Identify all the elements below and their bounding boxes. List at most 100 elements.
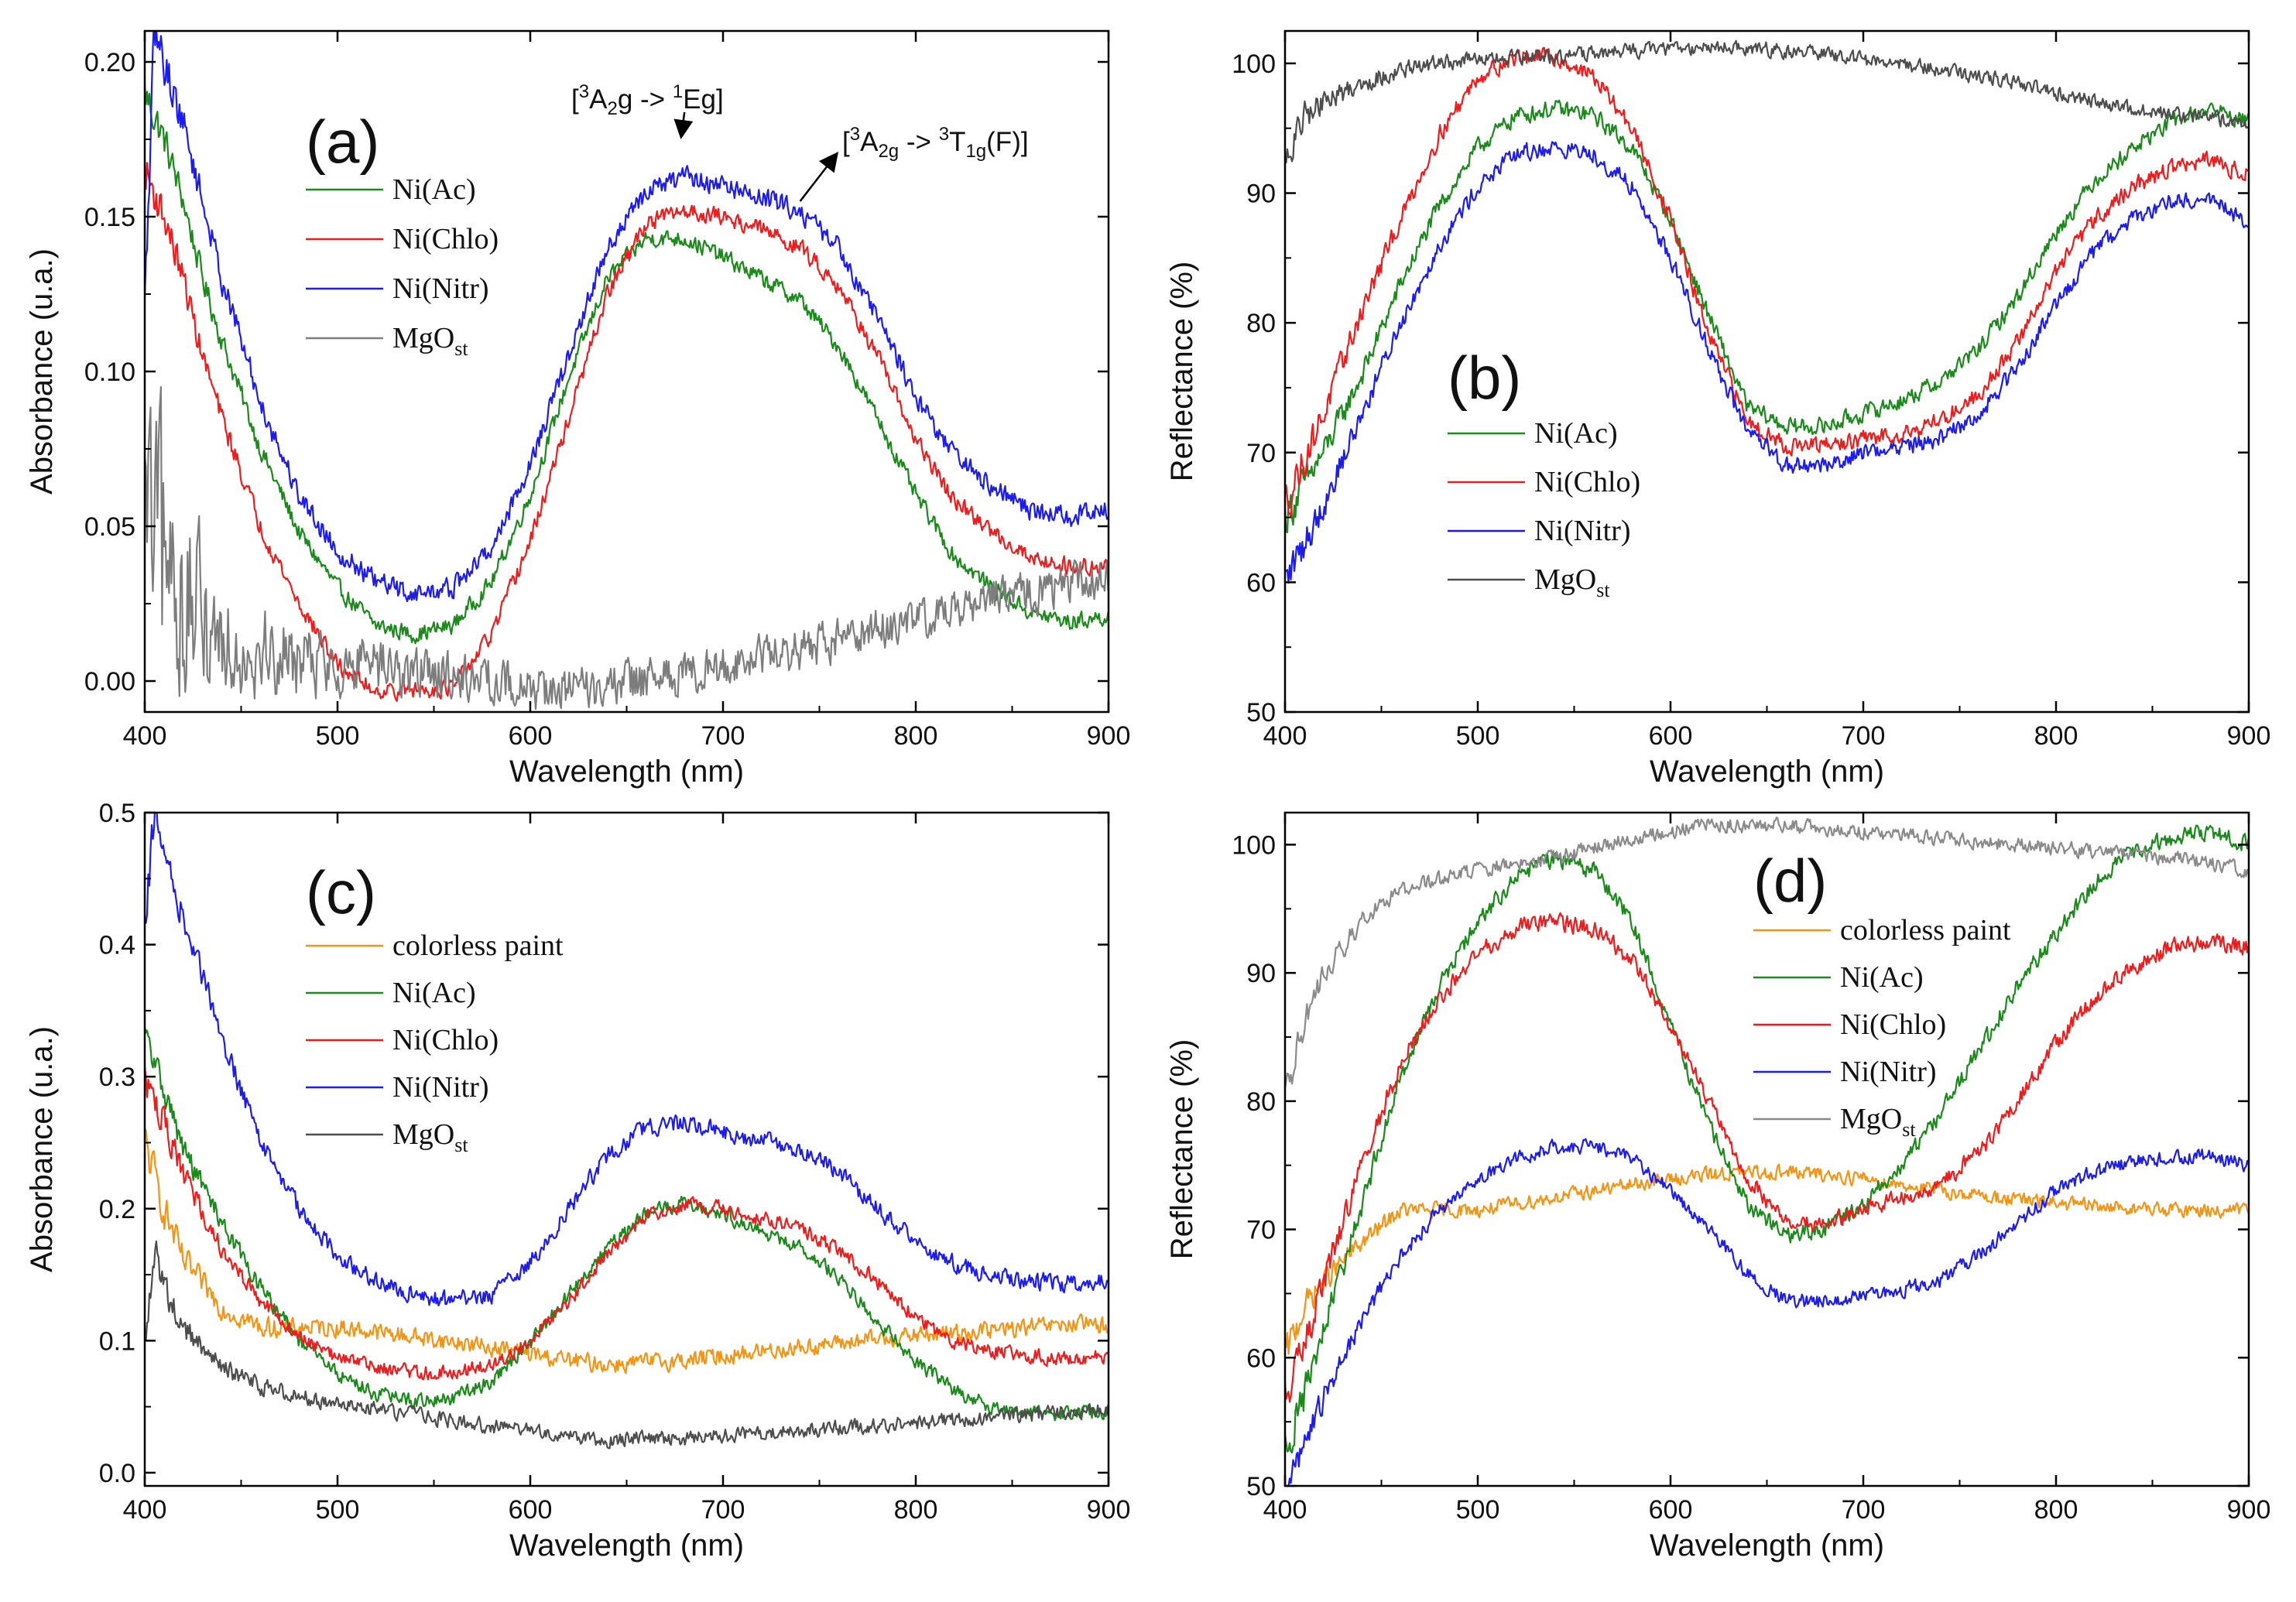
series-line-mgo xyxy=(1285,39,2249,164)
x-tick-label: 700 xyxy=(1842,721,1886,751)
y-tick-label: 50 xyxy=(1246,698,1276,727)
legend: Ni(Ac) Ni(Chlo) Ni(Nitr) MgOst xyxy=(1448,417,1640,601)
legend-label: Ni(Nitr) xyxy=(1840,1056,1937,1088)
series-line-mgo xyxy=(145,385,1109,710)
y-tick-label: 90 xyxy=(1246,180,1276,209)
x-tick-label: 600 xyxy=(509,1495,553,1525)
series-line-niac xyxy=(145,84,1109,645)
x-axis-label: Wavelength (nm) xyxy=(509,755,744,789)
series-line-colorless xyxy=(1285,1163,2249,1355)
x-tick-label: 700 xyxy=(701,1495,745,1525)
panel-label: (c) xyxy=(306,858,376,926)
x-tick-label: 900 xyxy=(1087,721,1131,751)
x-tick-label: 900 xyxy=(1087,1495,1131,1525)
series-line-nichlo xyxy=(1285,46,2249,518)
panel-label: (d) xyxy=(1753,847,1827,915)
series-line-mgo xyxy=(145,1240,1109,1450)
y-tick-label: 60 xyxy=(1246,1344,1276,1373)
x-tick-label: 500 xyxy=(316,721,360,751)
legend-label: Ni(Chlo) xyxy=(392,1024,499,1056)
annotation-label: [3A2g -> 1Eg] xyxy=(571,81,724,119)
series-line-colorless xyxy=(145,1129,1109,1374)
y-tick-label: 80 xyxy=(1246,1087,1276,1117)
legend-label: Ni(Nitr) xyxy=(392,272,489,305)
chart-panel-b: 400 500 600 700 800 900 50 60 70 80 90 100 Wavelengt… xyxy=(1165,29,2271,789)
x-tick-label: 400 xyxy=(1263,721,1307,751)
legend-label: Ni(Nitr) xyxy=(392,1071,489,1104)
chart-panel-d: 400 500 600 700 800 900 50 60 70 80 90 100 Wavelengt… xyxy=(1165,811,2271,1563)
series-group xyxy=(145,31,1109,710)
legend: colorless paint Ni(Ac) Ni(Chlo) Ni(Nitr) MgO… xyxy=(306,929,564,1156)
legend-label: Ni(Ac) xyxy=(392,977,476,1009)
panel-label: (b) xyxy=(1448,344,1521,412)
series-line-ninitr xyxy=(1285,141,2249,584)
legend-label: MgOst xyxy=(392,1118,468,1156)
annotation-arrow xyxy=(799,152,839,202)
x-tick-label: 800 xyxy=(894,721,938,751)
series-line-niac xyxy=(1285,99,2249,533)
chart-panel-c: 400 500 600 700 800 900 0.0 0.1 0.2 0.3 0.4 0.5 Wave… xyxy=(25,799,1130,1563)
x-tick-label: 600 xyxy=(1649,721,1693,751)
legend-label: MgOst xyxy=(1534,563,1610,601)
series-group xyxy=(1285,816,2249,1486)
x-tick-label: 600 xyxy=(1649,1495,1693,1525)
series-line-mgo xyxy=(1285,816,2249,1089)
x-tick-label: 800 xyxy=(894,1495,938,1525)
y-tick-label: 0.0 xyxy=(99,1459,135,1488)
y-tick-label: 0.00 xyxy=(84,667,135,697)
legend-label: Ni(Chlo) xyxy=(1840,1008,1946,1041)
annotation-arrow xyxy=(673,111,694,139)
x-tick-label: 900 xyxy=(2227,721,2271,751)
x-tick-label: 700 xyxy=(1842,1495,1886,1525)
series-line-ninitr xyxy=(1287,1138,2249,1486)
x-axis-label: Wavelength (nm) xyxy=(509,1528,744,1563)
legend-label: colorless paint xyxy=(392,929,564,962)
x-tick-label: 600 xyxy=(509,721,553,751)
series-line-nichlo xyxy=(145,1066,1109,1381)
x-tick-label: 900 xyxy=(2227,1495,2271,1525)
legend-label: Ni(Ac) xyxy=(392,173,476,206)
y-tick-label: 0.2 xyxy=(99,1195,135,1224)
chart-panel-a: 400 500 600 700 800 900 0.00 0.05 0.10 0.15 0.20 Wa… xyxy=(25,29,1131,789)
annotation-label: [3A2g -> 3T1g(F)] xyxy=(842,124,1029,162)
legend-label: MgOst xyxy=(392,322,468,360)
series-line-nichlo xyxy=(145,161,1109,702)
y-axis-label: Absorbance (u.a.) xyxy=(25,1026,59,1272)
y-tick-label: 0.3 xyxy=(99,1063,135,1092)
legend: colorless paint Ni(Ac) Ni(Chlo) Ni(Nitr) MgO… xyxy=(1753,914,2011,1141)
y-tick-label: 50 xyxy=(1246,1472,1276,1501)
y-tick-label: 90 xyxy=(1246,959,1276,988)
x-axis-label: Wavelength (nm) xyxy=(1650,755,1884,789)
legend-label: colorless paint xyxy=(1840,914,2011,946)
y-tick-label: 0.05 xyxy=(84,512,135,542)
legend-label: Ni(Ac) xyxy=(1840,961,1924,994)
y-tick-label: 60 xyxy=(1246,568,1276,597)
axis-frame xyxy=(1283,29,2250,714)
series-line-ninitr xyxy=(145,31,1109,603)
x-tick-label: 500 xyxy=(316,1495,360,1525)
series-group xyxy=(1285,39,2249,584)
series-group xyxy=(145,813,1109,1450)
x-tick-label: 400 xyxy=(1263,1495,1307,1525)
x-tick-label: 500 xyxy=(1456,1495,1500,1525)
y-tick-label: 0.4 xyxy=(99,931,135,960)
series-line-ninitr xyxy=(145,813,1109,1307)
y-tick-label: 70 xyxy=(1246,1216,1276,1245)
y-tick-label: 0.5 xyxy=(99,799,135,828)
x-tick-label: 400 xyxy=(123,721,167,751)
series-line-niac xyxy=(1285,824,2249,1454)
y-axis-label: Reflectance (%) xyxy=(1165,262,1199,482)
y-tick-label: 0.15 xyxy=(84,203,135,232)
legend: Ni(Ac) Ni(Chlo) Ni(Nitr) MgOst xyxy=(306,173,499,360)
y-tick-label: 70 xyxy=(1246,439,1276,468)
y-axis-label: Absorbance (u.a.) xyxy=(25,248,59,495)
y-axis-label: Reflectance (%) xyxy=(1165,1039,1199,1260)
legend-label: Ni(Chlo) xyxy=(1534,466,1640,498)
x-axis-label: Wavelength (nm) xyxy=(1650,1528,1884,1563)
x-tick-label: 800 xyxy=(2034,1495,2078,1525)
series-line-niac xyxy=(145,1026,1109,1422)
y-tick-label: 80 xyxy=(1246,309,1276,338)
x-tick-label: 800 xyxy=(2034,721,2078,751)
x-tick-label: 400 xyxy=(123,1495,167,1525)
